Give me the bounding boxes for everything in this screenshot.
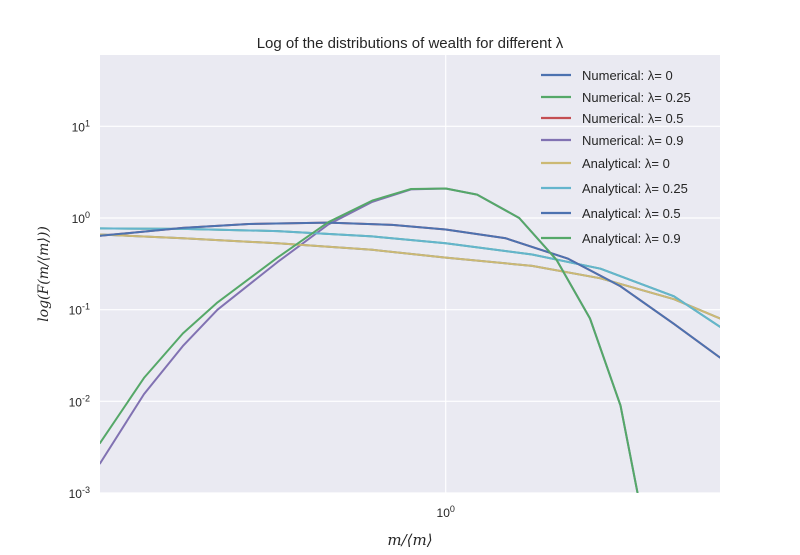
legend-label: Analytical: λ= 0: [582, 156, 670, 171]
legend-label: Numerical: λ= 0.5: [582, 111, 684, 126]
x-axis-label: m/⟨m⟩: [387, 531, 432, 549]
y-tick-label: 10-3: [69, 485, 90, 501]
y-axis-label: log(F(m/⟨m⟩)): [36, 226, 52, 322]
legend-label: Numerical: λ= 0: [582, 68, 673, 83]
series-lines: [100, 187, 720, 493]
legend-label: Analytical: λ= 0.9: [582, 231, 681, 246]
grid: [100, 55, 720, 494]
legend-label: Analytical: λ= 0.5: [582, 206, 681, 221]
legend-label: Analytical: λ= 0.25: [582, 181, 688, 196]
series-line-analytical-0_25: [100, 227, 720, 328]
chart-title: Log of the distributions of wealth for d…: [257, 35, 564, 52]
y-tick-label: 10-2: [69, 393, 90, 409]
legend-label: Numerical: λ= 0.9: [582, 133, 684, 148]
y-tick-labels: 10-3 10-2 10-1 100 101: [69, 118, 90, 501]
y-tick-label: 101: [72, 118, 90, 134]
x-tick-label: 100: [437, 504, 455, 520]
series-line-analytical-0_9: [100, 187, 639, 493]
series-line-analytical-0: [100, 233, 720, 320]
y-tick-label: 10-1: [69, 302, 90, 318]
x-tick-labels: 100: [437, 504, 455, 520]
legend-label: Numerical: λ= 0.25: [582, 90, 691, 105]
series-line-analytical-0_5: [100, 221, 720, 359]
y-tick-label: 100: [72, 210, 90, 226]
legend: Numerical: λ= 0 Numerical: λ= 0.25 Numeric…: [541, 68, 691, 246]
